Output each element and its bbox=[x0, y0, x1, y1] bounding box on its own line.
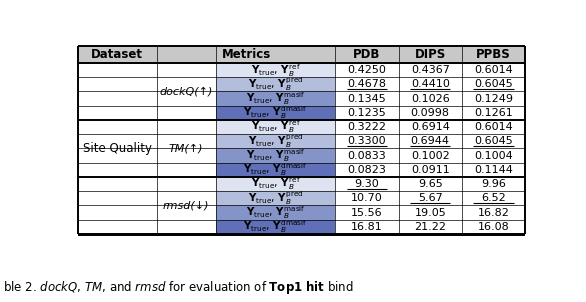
Text: 0.6045: 0.6045 bbox=[474, 79, 513, 89]
Text: 0.4367: 0.4367 bbox=[411, 65, 449, 75]
Text: 0.1235: 0.1235 bbox=[347, 108, 386, 118]
Text: 19.05: 19.05 bbox=[414, 207, 446, 217]
Text: $\mathbf{Y}_{\mathrm{true}},\,\mathbf{Y}_{B}^{\mathrm{dmasif}}$: $\mathbf{Y}_{\mathrm{true}},\,\mathbf{Y}… bbox=[243, 161, 308, 178]
Bar bbox=[398, 63, 462, 120]
Text: 9.65: 9.65 bbox=[418, 179, 442, 189]
Text: 5.67: 5.67 bbox=[418, 193, 442, 203]
Bar bbox=[216, 77, 335, 92]
Text: 6.52: 6.52 bbox=[481, 193, 506, 203]
Text: rmsd(↓): rmsd(↓) bbox=[163, 201, 209, 210]
Bar bbox=[216, 205, 335, 220]
Text: 0.6914: 0.6914 bbox=[411, 122, 449, 132]
Bar bbox=[216, 106, 335, 120]
Text: 0.4250: 0.4250 bbox=[347, 65, 386, 75]
Text: $\mathbf{Y}_{\mathrm{true}},\,\mathbf{Y}_{B}^{\mathrm{ref}}$: $\mathbf{Y}_{\mathrm{true}},\,\mathbf{Y}… bbox=[251, 62, 301, 79]
Bar bbox=[216, 134, 335, 149]
Bar bbox=[216, 191, 335, 205]
Bar bbox=[78, 63, 157, 120]
Text: 0.3300: 0.3300 bbox=[347, 136, 386, 146]
Bar bbox=[78, 177, 157, 234]
Text: 10.70: 10.70 bbox=[351, 193, 383, 203]
Text: $\mathbf{Y}_{\mathrm{true}},\,\mathbf{Y}_{B}^{\mathrm{ref}}$: $\mathbf{Y}_{\mathrm{true}},\,\mathbf{Y}… bbox=[251, 119, 301, 136]
Bar bbox=[216, 149, 335, 163]
Text: $\mathbf{Y}_{\mathrm{true}},\,\mathbf{Y}_{B}^{\mathrm{pred}}$: $\mathbf{Y}_{\mathrm{true}},\,\mathbf{Y}… bbox=[248, 189, 304, 207]
Bar bbox=[157, 177, 216, 234]
Bar bbox=[216, 163, 335, 177]
Text: $\mathbf{Y}_{\mathrm{true}},\,\mathbf{Y}_{B}^{\mathrm{ref}}$: $\mathbf{Y}_{\mathrm{true}},\,\mathbf{Y}… bbox=[251, 176, 301, 192]
Text: 16.81: 16.81 bbox=[351, 222, 383, 232]
Text: 0.0911: 0.0911 bbox=[411, 165, 449, 175]
Bar bbox=[216, 177, 335, 191]
Bar bbox=[216, 92, 335, 106]
Text: TM(↑): TM(↑) bbox=[169, 143, 203, 153]
Text: 0.6014: 0.6014 bbox=[474, 65, 513, 75]
Bar bbox=[78, 46, 525, 63]
Bar bbox=[78, 120, 157, 177]
Bar bbox=[335, 120, 398, 177]
Text: $\mathbf{Y}_{\mathrm{true}},\,\mathbf{Y}_{B}^{\mathrm{masif}}$: $\mathbf{Y}_{\mathrm{true}},\,\mathbf{Y}… bbox=[246, 204, 305, 221]
Text: 0.6014: 0.6014 bbox=[474, 122, 513, 132]
Text: 0.1261: 0.1261 bbox=[474, 108, 513, 118]
Text: 0.1026: 0.1026 bbox=[411, 94, 449, 104]
Bar bbox=[398, 177, 462, 234]
Bar bbox=[462, 177, 525, 234]
Text: Site Quality: Site Quality bbox=[83, 142, 152, 155]
Text: 0.6944: 0.6944 bbox=[411, 136, 449, 146]
Text: $\mathbf{Y}_{\mathrm{true}},\,\mathbf{Y}_{B}^{\mathrm{dmasif}}$: $\mathbf{Y}_{\mathrm{true}},\,\mathbf{Y}… bbox=[243, 104, 308, 121]
Bar bbox=[78, 63, 157, 234]
Text: PDB: PDB bbox=[353, 48, 381, 61]
Bar bbox=[216, 220, 335, 234]
Text: DIPS: DIPS bbox=[415, 48, 446, 61]
Text: 0.4410: 0.4410 bbox=[411, 79, 449, 89]
Text: 0.4678: 0.4678 bbox=[347, 79, 387, 89]
Bar bbox=[216, 120, 335, 134]
Text: 0.1004: 0.1004 bbox=[474, 151, 513, 161]
Bar bbox=[157, 63, 216, 120]
Text: 16.08: 16.08 bbox=[478, 222, 509, 232]
Bar bbox=[335, 177, 398, 234]
Text: $\mathbf{Y}_{\mathrm{true}},\,\mathbf{Y}_{B}^{\mathrm{dmasif}}$: $\mathbf{Y}_{\mathrm{true}},\,\mathbf{Y}… bbox=[243, 218, 308, 235]
Text: 0.0823: 0.0823 bbox=[347, 165, 386, 175]
Text: $\mathbf{Y}_{\mathrm{true}},\,\mathbf{Y}_{B}^{\mathrm{pred}}$: $\mathbf{Y}_{\mathrm{true}},\,\mathbf{Y}… bbox=[248, 132, 304, 150]
Text: 0.1345: 0.1345 bbox=[347, 94, 386, 104]
Bar bbox=[335, 63, 398, 120]
Bar bbox=[216, 63, 335, 77]
Text: Metrics: Metrics bbox=[222, 48, 271, 61]
Text: 21.22: 21.22 bbox=[414, 222, 447, 232]
Bar bbox=[462, 63, 525, 120]
Text: 0.3222: 0.3222 bbox=[347, 122, 387, 132]
Text: 0.6045: 0.6045 bbox=[474, 136, 513, 146]
Text: $\mathbf{Y}_{\mathrm{true}},\,\mathbf{Y}_{B}^{\mathrm{pred}}$: $\mathbf{Y}_{\mathrm{true}},\,\mathbf{Y}… bbox=[248, 76, 304, 93]
Text: $\mathbf{Y}_{\mathrm{true}},\,\mathbf{Y}_{B}^{\mathrm{masif}}$: $\mathbf{Y}_{\mathrm{true}},\,\mathbf{Y}… bbox=[246, 147, 305, 164]
Text: 0.0833: 0.0833 bbox=[347, 151, 386, 161]
Text: 0.0998: 0.0998 bbox=[411, 108, 449, 118]
Text: 0.1002: 0.1002 bbox=[411, 151, 449, 161]
Text: dockQ(↑): dockQ(↑) bbox=[159, 86, 213, 96]
Text: 0.1144: 0.1144 bbox=[474, 165, 513, 175]
Text: 0.1249: 0.1249 bbox=[474, 94, 513, 104]
Bar bbox=[398, 120, 462, 177]
Text: 9.96: 9.96 bbox=[481, 179, 506, 189]
Text: Dataset: Dataset bbox=[91, 48, 144, 61]
Bar bbox=[462, 120, 525, 177]
Bar bbox=[157, 120, 216, 177]
Text: 16.82: 16.82 bbox=[478, 207, 509, 217]
Text: 9.30: 9.30 bbox=[355, 179, 379, 189]
Text: ble 2. $dockQ$, $TM$, and $rmsd$ for evaluation of $\mathbf{Top1\ hit}$ bind: ble 2. $dockQ$, $TM$, and $rmsd$ for eva… bbox=[3, 279, 354, 296]
Text: $\mathbf{Y}_{\mathrm{true}},\,\mathbf{Y}_{B}^{\mathrm{masif}}$: $\mathbf{Y}_{\mathrm{true}},\,\mathbf{Y}… bbox=[246, 90, 305, 107]
Text: PPBS: PPBS bbox=[476, 48, 511, 61]
Text: 15.56: 15.56 bbox=[351, 207, 383, 217]
